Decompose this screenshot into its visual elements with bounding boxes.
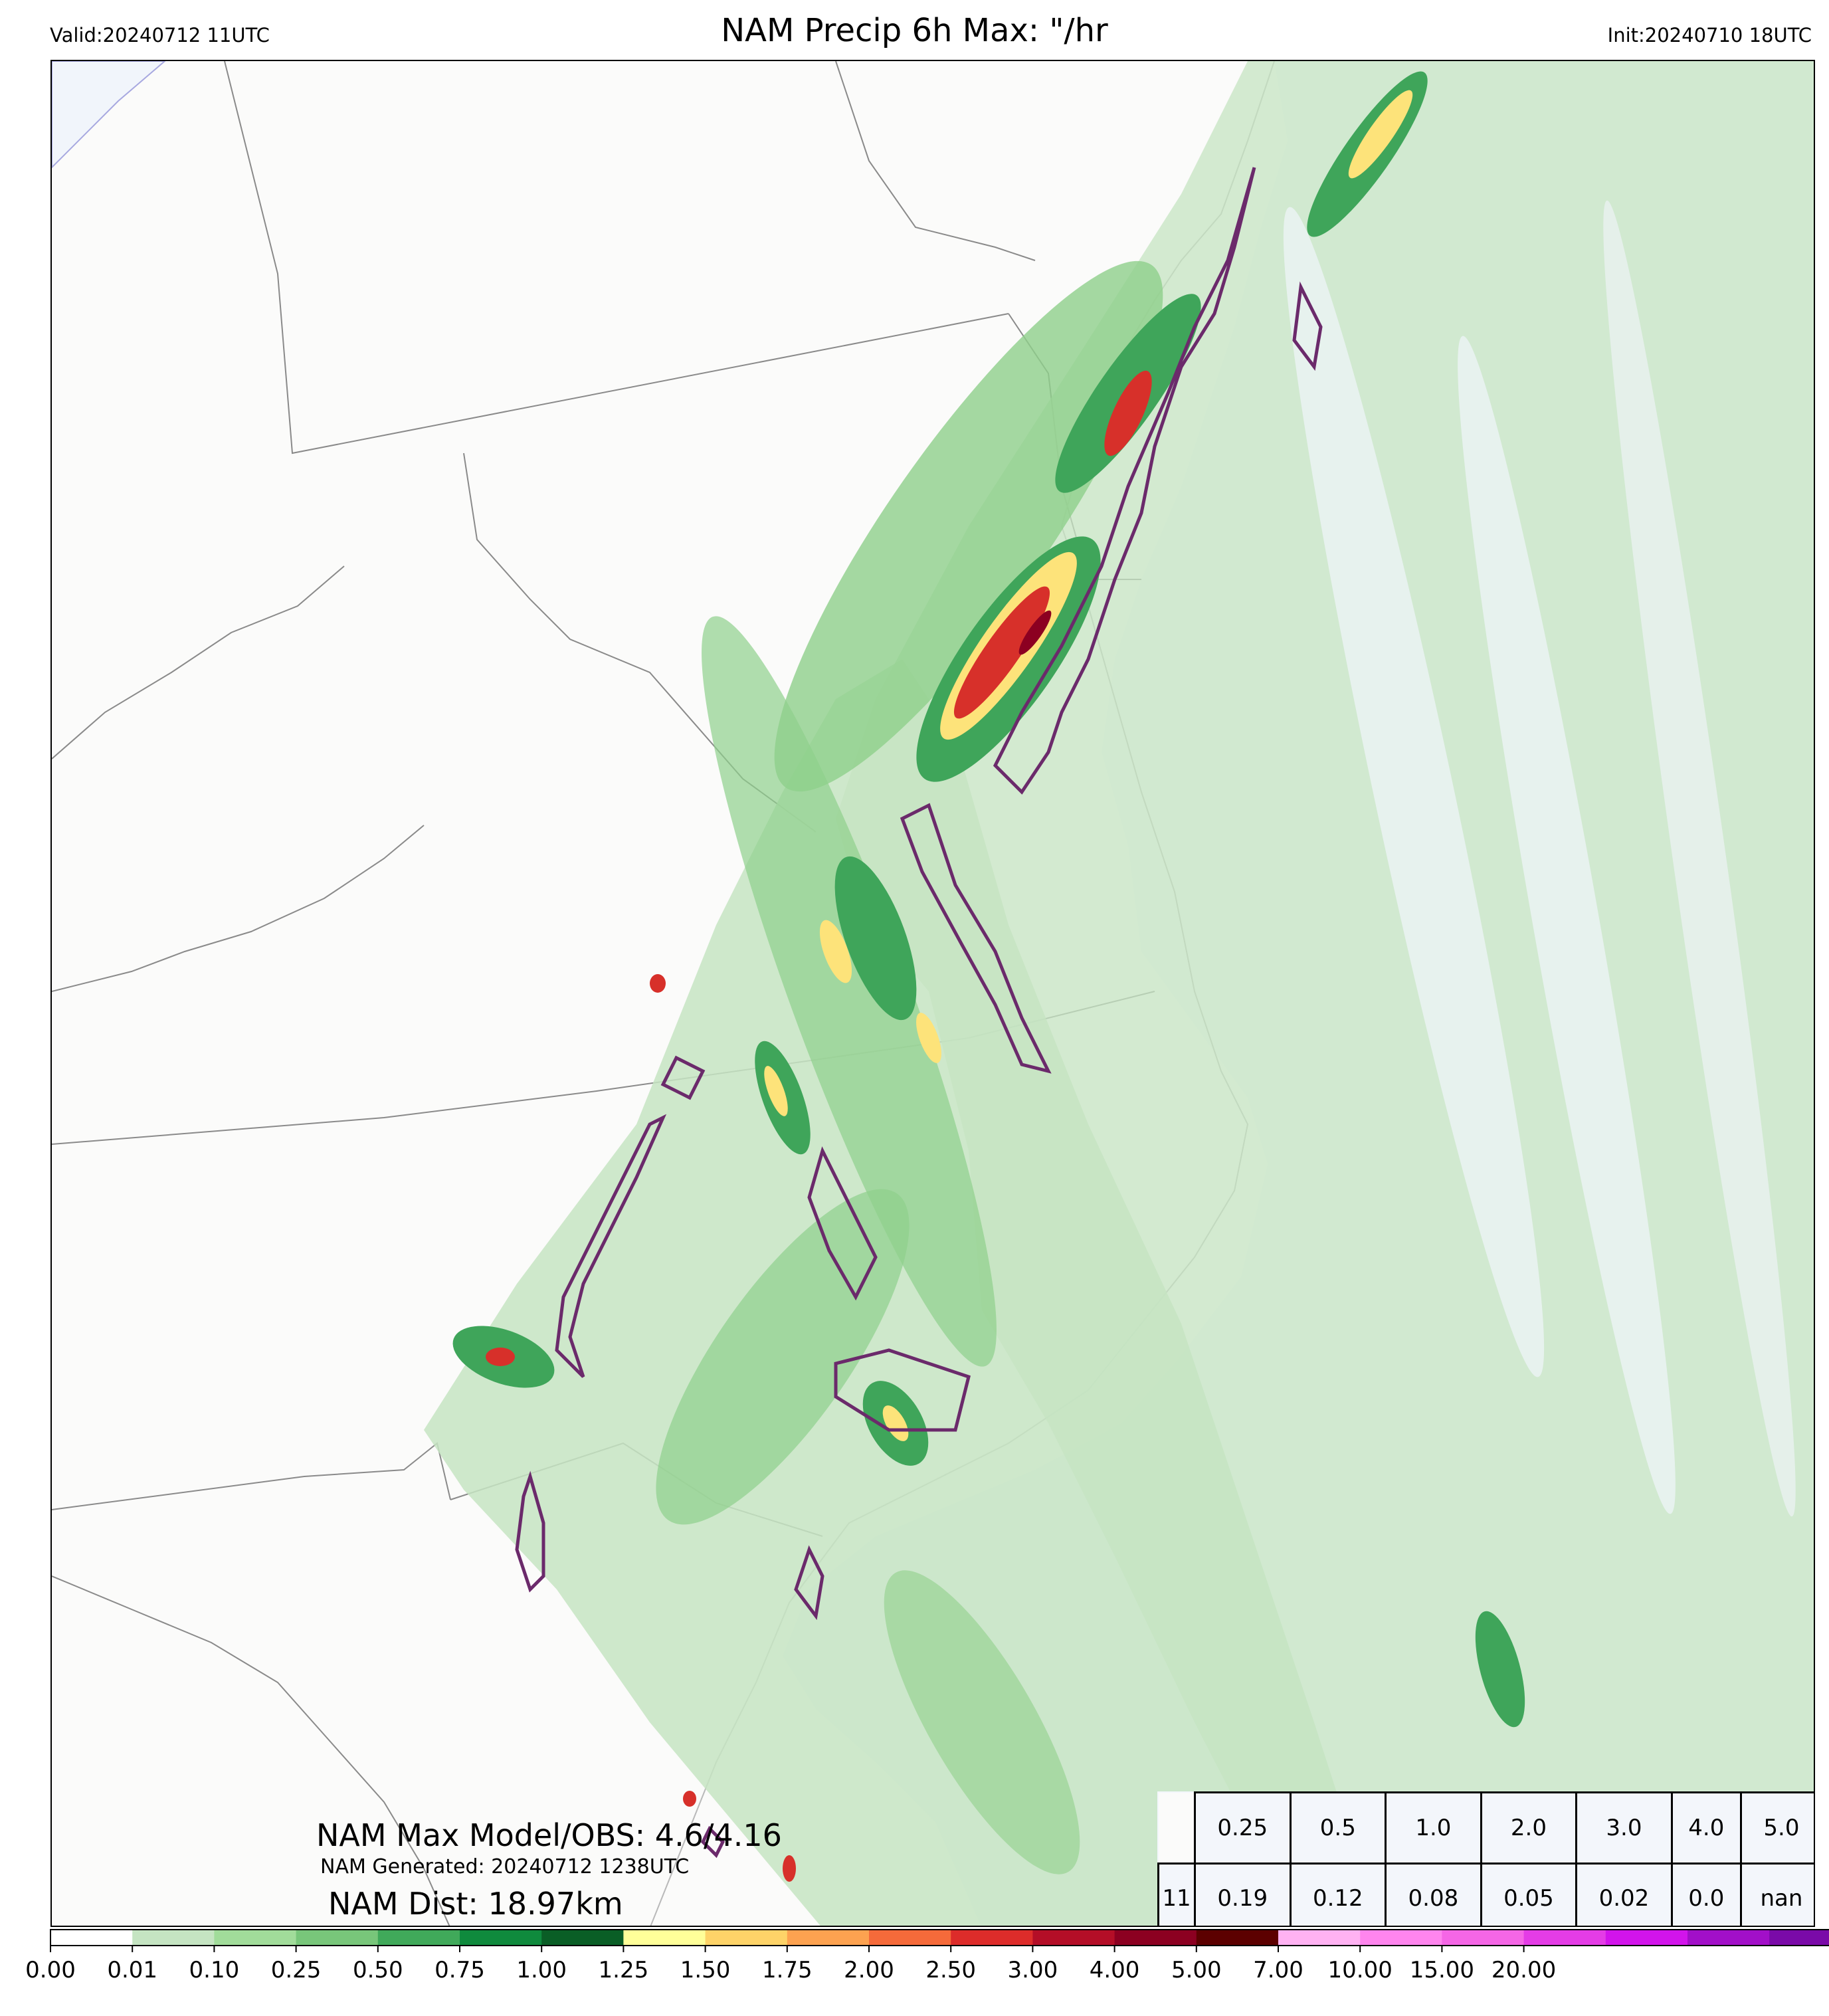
colorbar-tick-label: 20.00 [1492, 1957, 1556, 1983]
value-cell: 0.02 [1575, 1862, 1673, 1926]
value-cell: 0.08 [1385, 1862, 1482, 1926]
threshold-cell: 3.0 [1575, 1791, 1673, 1865]
obs-contours [515, 167, 1323, 1859]
colorbar-tick-label: 3.00 [1008, 1957, 1058, 1983]
colorbar-segment [1605, 1930, 1688, 1946]
colorbar-segments [50, 1929, 1829, 1946]
colorbar-segment [1523, 1930, 1606, 1946]
chart-title: NAM Precip 6h Max: "/hr [721, 12, 1108, 49]
colorbar-tick-label: 0.50 [353, 1957, 403, 1983]
colorbar-tick-label: 1.00 [516, 1957, 567, 1983]
value-cell: nan [1739, 1862, 1814, 1926]
colorbar-segment [50, 1930, 133, 1946]
colorbar-tick-label: 0.75 [434, 1957, 485, 1983]
value-cell: 0.12 [1289, 1862, 1387, 1926]
colorbar-segment [623, 1930, 706, 1946]
colorbar-segment [869, 1930, 951, 1946]
colorbar-segment [1442, 1930, 1525, 1946]
colorbar-tick-label: 10.00 [1328, 1957, 1393, 1983]
threshold-cell: 0.5 [1289, 1791, 1387, 1865]
state-borders [52, 61, 1155, 1926]
colorbar-tick-label: 2.00 [844, 1957, 894, 1983]
threshold-cell: 5.0 [1739, 1791, 1814, 1865]
max-model-obs-label: NAM Max Model/OBS: 4.6/4.16 [316, 1817, 782, 1853]
threshold-cell: 2.0 [1480, 1791, 1578, 1865]
colorbar-tick-label: 1.50 [680, 1957, 731, 1983]
colorbar-ticks: 0.00 0.01 0.10 0.25 0.50 0.75 1.00 1.25 1.50 1.75… [25, 1946, 1556, 1983]
colorbar-segment [132, 1930, 215, 1946]
threshold-cell: 1.0 [1385, 1791, 1482, 1865]
colorbar-segment [296, 1930, 379, 1946]
colorbar-segment [1278, 1930, 1361, 1946]
threshold-cell: 0.25 [1194, 1791, 1292, 1865]
colorbar-segment [377, 1930, 460, 1946]
colorbar-segment [460, 1930, 542, 1946]
table-corner [1158, 1792, 1196, 1865]
value-cell: 0.19 [1194, 1862, 1292, 1926]
precip-map: 0.25 0.5 1.0 2.0 3.0 4.0 5.0 11 0.19 0.1… [50, 60, 1815, 1927]
precip-field [424, 61, 1814, 1926]
colorbar-tick-label: 0.25 [271, 1957, 322, 1983]
colorbar-segment [951, 1930, 1033, 1946]
distance-label: NAM Dist: 18.97km [328, 1886, 623, 1922]
colorbar-tick-label: 1.75 [762, 1957, 813, 1983]
colorbar-segment [541, 1930, 624, 1946]
colorbar-tick-label: 2.50 [925, 1957, 976, 1983]
colorbar-segment [1032, 1930, 1115, 1946]
value-cell: 0.0 [1670, 1862, 1742, 1926]
colorbar-tick-label: 0.10 [189, 1957, 240, 1983]
colorbar-segment [1196, 1930, 1279, 1946]
init-time-label: Init:20240710 18UTC [1607, 24, 1812, 47]
colorbar-segment [787, 1930, 870, 1946]
colorbar-segment [1769, 1930, 1829, 1946]
colorbar-segment [1360, 1930, 1442, 1946]
colorbar-tick-label: 15.00 [1410, 1957, 1474, 1983]
row-label-cell: 11 [1157, 1862, 1196, 1926]
colorbar-segment [705, 1930, 788, 1946]
colorbar-segment [1687, 1930, 1770, 1946]
threshold-cell: 4.0 [1670, 1791, 1742, 1865]
generated-label: NAM Generated: 20240712 1238UTC [320, 1855, 690, 1878]
lake-area [52, 61, 166, 169]
colorbar-tick-label: 4.00 [1090, 1957, 1140, 1983]
valid-time-label: Valid:20240712 11UTC [50, 24, 270, 47]
map-canvas [52, 61, 1814, 1926]
colorbar-tick-label: 0.01 [107, 1957, 157, 1983]
value-cell: 0.05 [1480, 1862, 1578, 1926]
colorbar-segment [214, 1930, 297, 1946]
colorbar-outline [50, 1929, 1829, 1946]
threshold-stats-table: 0.25 0.5 1.0 2.0 3.0 4.0 5.0 11 0.19 0.1… [1157, 1791, 1814, 1926]
colorbar-segment [1114, 1930, 1197, 1946]
colorbar-tick-label: 0.00 [25, 1957, 76, 1983]
colorbar-tick-label: 5.00 [1171, 1957, 1222, 1983]
colorbar-tick-label: 1.25 [599, 1957, 649, 1983]
colorbar-tick-label: 7.00 [1253, 1957, 1303, 1983]
